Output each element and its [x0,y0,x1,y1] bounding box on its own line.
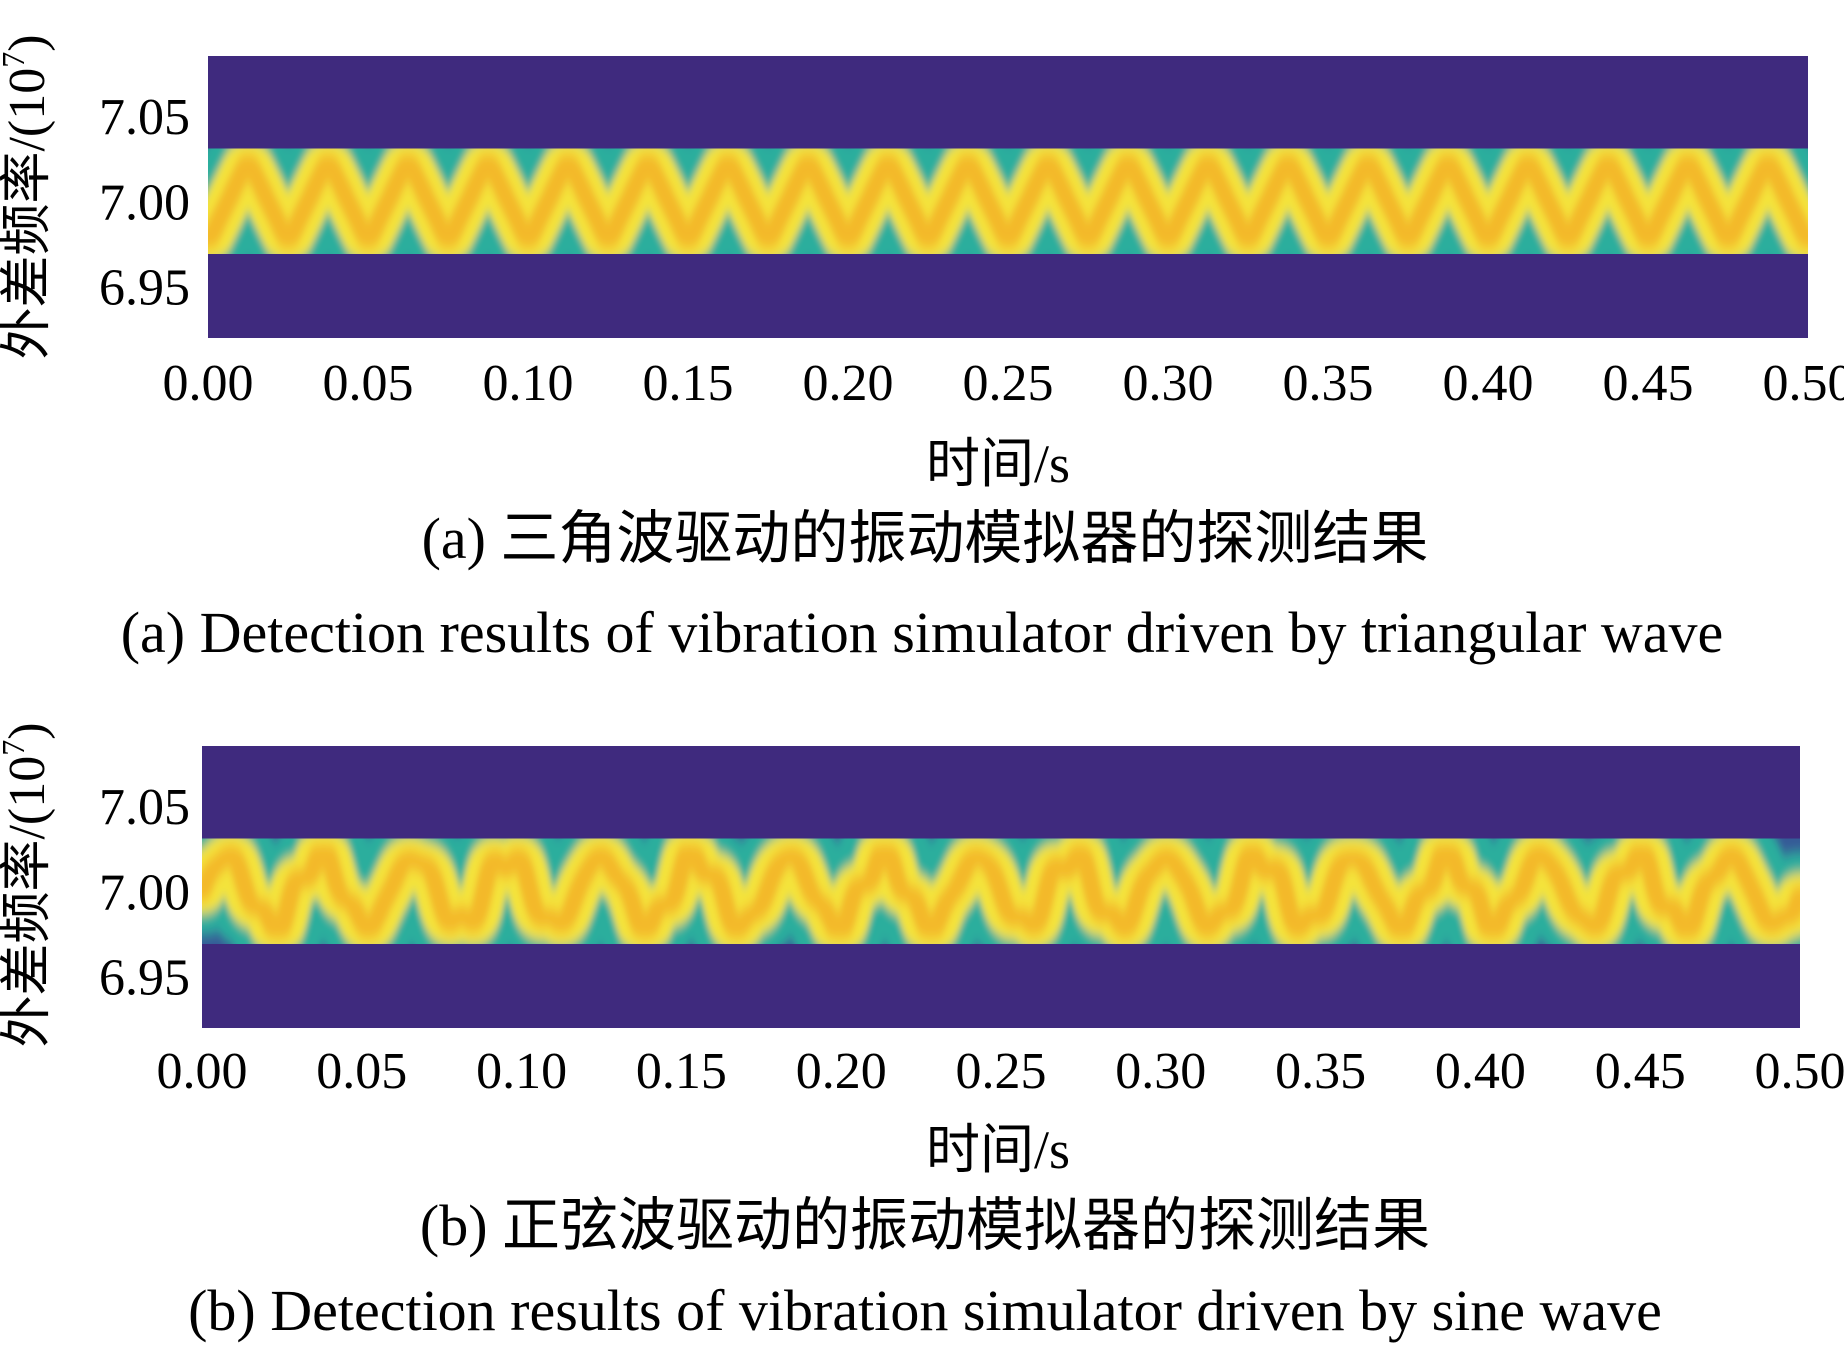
caption-english: (a) Detection results of vibration simul… [121,600,1724,665]
ridge-group [202,776,1800,1006]
x-tick-label: 0.50 [1763,355,1844,412]
plot-area [208,56,1808,338]
y-axis-label: 外差频率/(107) [0,722,56,1047]
ridge-core [202,844,1800,939]
y-axis-label-close: ) [0,34,56,51]
x-tick-label: 0.45 [1603,355,1694,412]
x-tick-label: 0.05 [323,355,414,412]
x-tick-label: 0.00 [163,355,254,412]
y-axis-label-text: 外差频率/(10 [0,68,56,360]
x-tick-label: 0.35 [1283,355,1374,412]
y-axis-label-text: 外差频率/(10 [0,756,56,1048]
y-tick-label: 7.05 [99,89,190,146]
x-tick-label: 0.20 [796,1043,887,1100]
y-axis-label-close: ) [0,722,56,739]
caption-chinese: (a) 三角波驱动的振动模拟器的探测结果 [422,506,1429,571]
x-tick-label: 0.25 [956,1043,1047,1100]
x-tick-label: 0.50 [1755,1043,1844,1100]
x-tick-label: 0.10 [476,1043,567,1100]
x-tick-label: 0.30 [1123,355,1214,412]
y-tick-label: 7.05 [99,779,190,836]
x-tick-label: 0.35 [1275,1043,1366,1100]
panel-b: 0.00 0.05 0.10 0.15 0.20 0.25 0.30 0.35 0.40 0.45… [0,722,1844,1343]
ridge-group [208,86,1808,316]
y-axis-label: 外差频率/(107) [0,34,56,359]
x-tick-label: 0.30 [1115,1043,1206,1100]
x-tick-label: 0.00 [157,1043,248,1100]
y-axis-label-exponent: 7 [0,740,31,756]
x-tick-labels: 0.00 0.05 0.10 0.15 0.20 0.25 0.30 0.35 0.40 0.45… [163,355,1844,412]
y-tick-label: 6.95 [99,950,190,1007]
panel-a: 0.00 0.05 0.10 0.15 0.20 0.25 0.30 0.35 0.40 0.45… [0,34,1844,665]
x-tick-label: 0.15 [643,355,734,412]
x-axis-label: 时间/s [926,1120,1070,1180]
x-tick-label: 0.20 [803,355,894,412]
x-tick-label: 0.25 [963,355,1054,412]
x-tick-label: 0.10 [483,355,574,412]
caption-chinese: (b) 正弦波驱动的振动模拟器的探测结果 [420,1193,1430,1258]
caption-english: (b) Detection results of vibration simul… [188,1278,1662,1343]
y-tick-labels: 6.95 7.00 7.05 [99,89,190,317]
x-tick-label: 0.45 [1595,1043,1686,1100]
x-tick-labels: 0.00 0.05 0.10 0.15 0.20 0.25 0.30 0.35 0.40 0.45… [157,1043,1844,1100]
y-tick-label: 7.00 [99,174,190,231]
y-tick-label: 7.00 [99,864,190,921]
y-tick-label: 6.95 [99,260,190,317]
x-tick-label: 0.40 [1443,355,1534,412]
ridge-core [208,154,1808,249]
y-tick-labels: 6.95 7.00 7.05 [99,779,190,1007]
plot-area [202,746,1800,1028]
x-tick-label: 0.40 [1435,1043,1526,1100]
x-tick-label: 0.05 [316,1043,407,1100]
y-axis-label-exponent: 7 [0,52,31,68]
x-axis-label: 时间/s [926,434,1070,494]
x-tick-label: 0.15 [636,1043,727,1100]
